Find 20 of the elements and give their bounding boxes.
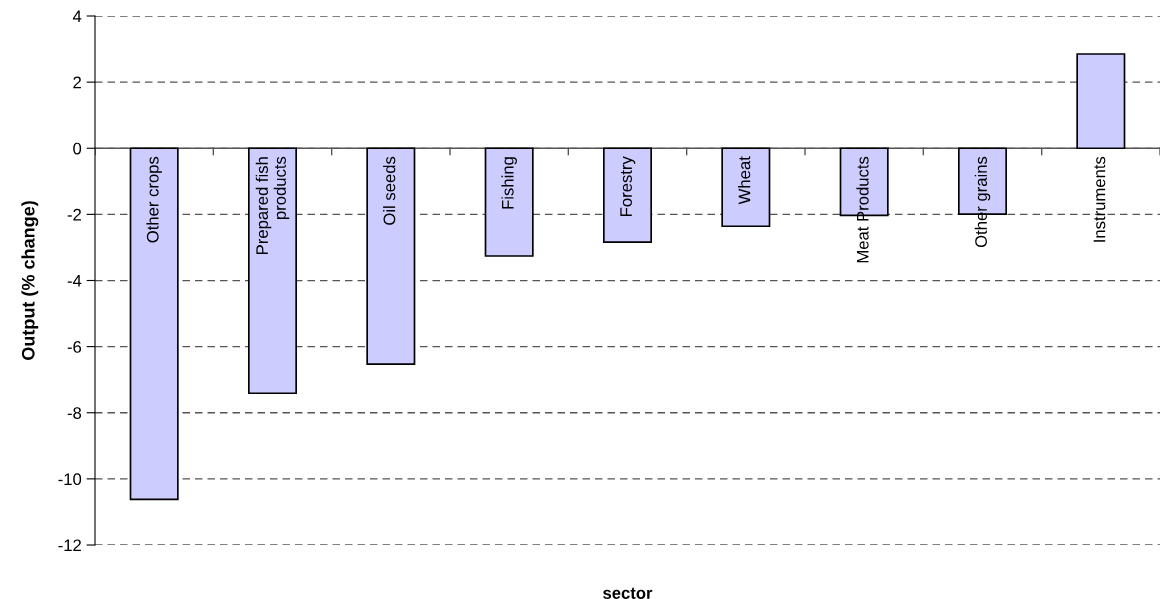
x-tick-label: Other grains: [974, 156, 991, 248]
y-tick-label: -10: [58, 473, 82, 486]
y-tick-label: -2: [67, 208, 81, 221]
x-tick-label: Meat Products: [856, 156, 869, 263]
x-tick-label: Other crops: [146, 156, 162, 243]
x-tick-label: Prepared fish products: [255, 156, 290, 254]
x-tick-label: Oil seeds: [383, 156, 396, 225]
y-tick-label: -8: [67, 407, 82, 419]
y-tick-label: 4: [72, 10, 82, 23]
y-tick-label: 0: [73, 142, 82, 155]
y-tick-label: 2: [73, 76, 81, 89]
x-tick-label: Forestry: [620, 156, 636, 216]
y-tick-label: -12: [58, 539, 81, 552]
x-tick-label: Wheat: [738, 156, 751, 205]
y-tick-label: -6: [67, 341, 82, 353]
y-tick-label: -4: [67, 275, 82, 287]
x-tick-label: Fishing: [501, 157, 517, 209]
y-axis-title: Output (% change): [21, 201, 39, 360]
x-tick-label: Instruments: [1093, 156, 1106, 242]
x-axis-title: sector: [603, 587, 653, 599]
